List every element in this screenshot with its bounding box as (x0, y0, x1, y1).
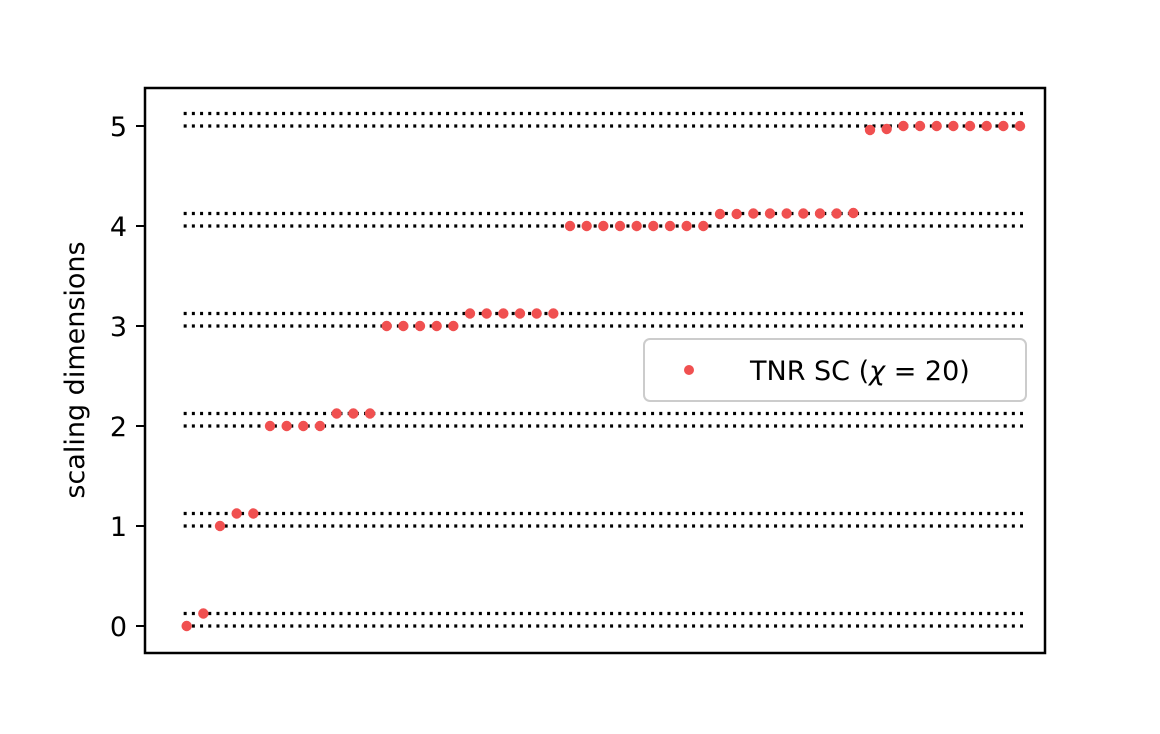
y-tick-label: 0 (110, 612, 127, 643)
legend-entry-label: TNR SC (χ = 20) (749, 356, 970, 387)
data-point (864, 124, 876, 136)
data-point (214, 520, 226, 532)
data-point (1014, 120, 1026, 132)
data-point (398, 320, 409, 332)
data-points (181, 120, 1026, 632)
data-point (281, 420, 292, 432)
y-tick-label: 3 (110, 312, 127, 343)
data-point (548, 308, 559, 319)
y-tick-label: 2 (110, 412, 127, 443)
data-point (698, 220, 709, 232)
data-point (748, 208, 759, 219)
data-point (181, 620, 192, 632)
data-point (614, 220, 626, 232)
data-point (581, 220, 592, 232)
data-point (564, 220, 576, 232)
data-point (498, 308, 509, 319)
data-point (448, 320, 459, 332)
y-axis-ticks: 0 1 2 3 4 5 (110, 112, 145, 643)
data-point (364, 408, 376, 419)
data-point (798, 208, 809, 219)
y-axis-label: scaling dimensions (60, 241, 91, 498)
data-point (514, 308, 526, 319)
data-point (914, 120, 926, 132)
data-point (731, 208, 742, 220)
data-point (431, 320, 442, 332)
legend: TNR SC (χ = 20) (643, 338, 1027, 402)
data-point (964, 120, 976, 132)
data-point (631, 220, 642, 232)
data-point (764, 208, 776, 219)
data-point (714, 208, 726, 220)
plot-frame (143, 86, 1047, 655)
data-point (898, 120, 909, 132)
data-point (998, 120, 1009, 132)
data-point (348, 408, 359, 419)
data-point (664, 220, 676, 232)
y-tick-label: 4 (110, 212, 127, 243)
data-point (331, 408, 342, 419)
data-point (231, 508, 242, 519)
data-point (314, 420, 326, 432)
data-point (831, 208, 842, 219)
legend-marker (684, 365, 694, 375)
data-point (881, 123, 892, 135)
data-point (414, 320, 426, 332)
data-point (948, 120, 959, 132)
data-point (598, 220, 609, 232)
data-point (931, 120, 942, 132)
data-point (781, 208, 792, 219)
data-point (681, 220, 692, 232)
y-tick-label: 1 (110, 512, 127, 543)
data-point (481, 308, 492, 319)
data-point (198, 608, 209, 619)
data-point (814, 208, 826, 219)
data-point (381, 320, 392, 332)
y-tick-label: 5 (110, 112, 127, 143)
data-point (848, 207, 859, 219)
legend-box (643, 338, 1027, 402)
data-point (248, 508, 259, 519)
data-point (298, 420, 309, 432)
data-point (981, 120, 992, 132)
data-point (464, 308, 476, 319)
data-point (648, 220, 659, 232)
data-point (264, 420, 276, 432)
data-point (531, 308, 542, 319)
